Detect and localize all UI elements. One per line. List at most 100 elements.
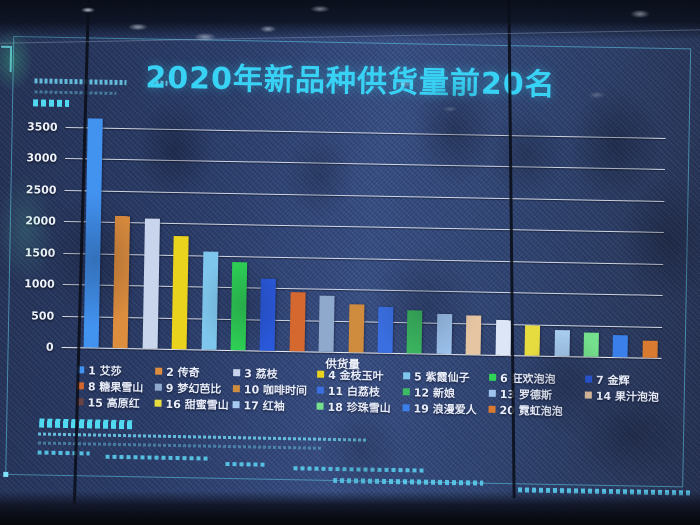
legend-marker-icon xyxy=(402,404,410,412)
legend-label: 20 霓虹泡泡 xyxy=(499,403,563,418)
bar-2-传奇[interactable] xyxy=(113,215,131,349)
legend-marker-icon xyxy=(488,389,496,397)
bar-9-梦幻芭比[interactable] xyxy=(318,295,335,352)
decor-dashes xyxy=(225,461,266,467)
bar-11-白荔枝[interactable] xyxy=(377,306,394,354)
legend-item-18[interactable]: 18 珍珠雪山 xyxy=(316,400,402,415)
legend-marker-icon xyxy=(488,405,496,413)
legend-label: 2 传奇 xyxy=(166,365,200,379)
legend-label: 9 梦幻芭比 xyxy=(165,381,222,396)
legend-label: 14 果汁泡泡 xyxy=(595,389,660,404)
legend-column: 6 狂欢泡泡 13 罗德斯 20 霓虹泡泡 xyxy=(488,371,585,418)
legend-item-12[interactable]: 12 新娘 xyxy=(402,385,489,400)
legend-item-19[interactable]: 19 浪漫爱人 xyxy=(402,401,488,416)
bar-series xyxy=(83,111,662,358)
legend-item-7[interactable]: 7 金辉 xyxy=(585,373,685,388)
legend-item-6[interactable]: 6 狂欢泡泡 xyxy=(489,371,585,386)
bar-20-霓虹泡泡[interactable] xyxy=(642,340,658,358)
legend-marker-icon xyxy=(155,367,163,375)
legend-marker-icon xyxy=(585,375,593,383)
bar-13-罗德斯[interactable] xyxy=(436,313,453,355)
legend-label: 17 红袖 xyxy=(243,398,285,413)
y-axis-tick-label: 1000 xyxy=(24,277,55,291)
legend-item-17[interactable]: 17 红袖 xyxy=(232,398,316,413)
bar-19-浪漫爱人[interactable] xyxy=(612,334,629,358)
legend-item-9[interactable]: 9 梦幻芭比 xyxy=(154,381,233,396)
legend-item-3[interactable]: 3 荔枝 xyxy=(233,366,317,381)
legend-item-2[interactable]: 2 传奇 xyxy=(155,365,233,379)
bar-6-狂欢泡泡[interactable] xyxy=(230,262,248,351)
legend-item-8[interactable]: 8 糖果雪山 xyxy=(76,379,155,394)
legend-column: 3 荔枝 10 咖啡时间 17 红袖 xyxy=(232,366,317,413)
y-axis-tick-label: 1500 xyxy=(24,245,56,260)
bar-16-甜蜜雪山[interactable] xyxy=(524,325,541,356)
legend-item-14[interactable]: 14 果汁泡泡 xyxy=(584,389,685,404)
bar-8-糖果雪山[interactable] xyxy=(289,291,306,352)
legend-marker-icon xyxy=(232,401,240,409)
bar-5-紫霞仙子[interactable] xyxy=(201,251,219,350)
legend-marker-icon xyxy=(402,388,410,396)
y-axis-tick-label: 500 xyxy=(31,308,55,323)
y-axis-tick-label: 2000 xyxy=(25,214,57,228)
legend-label: 6 狂欢泡泡 xyxy=(499,371,556,386)
legend-label: 4 金枝玉叶 xyxy=(328,368,384,383)
legend-label: 10 咖啡时间 xyxy=(243,382,308,397)
floor-band xyxy=(0,491,700,525)
legend-label: 19 浪漫爱人 xyxy=(413,401,477,417)
legend-column: 1 艾莎 8 糖果雪山 15 高原红 xyxy=(76,363,155,410)
legend-marker-icon xyxy=(154,383,162,391)
legend-marker-icon xyxy=(316,402,324,410)
legend-column: 7 金辉 14 果汁泡泡 xyxy=(584,373,685,420)
bar-3-荔枝[interactable] xyxy=(142,218,160,349)
legend-item-4[interactable]: 4 金枝玉叶 xyxy=(317,368,403,383)
legend-marker-icon xyxy=(232,385,240,393)
legend-label: 18 珍珠雪山 xyxy=(327,400,391,415)
legend-label: 13 罗德斯 xyxy=(499,387,553,402)
legend-item-20[interactable]: 20 霓虹泡泡 xyxy=(488,403,584,418)
legend-label: 15 高原红 xyxy=(87,395,140,410)
legend-item-15[interactable]: 15 高原红 xyxy=(76,395,154,410)
legend-marker-icon xyxy=(584,391,592,399)
y-axis-tick-label: 3500 xyxy=(26,119,58,134)
decor-dashes xyxy=(39,418,133,430)
legend-marker-icon xyxy=(317,370,325,378)
bar-4-金枝玉叶[interactable] xyxy=(171,235,189,350)
bar-17-红袖[interactable] xyxy=(554,329,570,357)
legend-item-1[interactable]: 1 艾莎 xyxy=(77,363,155,378)
y-axis-tick-label: 0 xyxy=(45,340,54,354)
legend-label: 1 艾莎 xyxy=(88,363,122,378)
legend-column: 2 传奇 9 梦幻芭比 16 甜蜜雪山 xyxy=(154,365,233,412)
legend-label: 16 甜蜜雪山 xyxy=(165,397,229,412)
bar-15-高原红[interactable] xyxy=(495,319,511,356)
y-axis: 0 500 1000 1500 2000 2500 3000 3500 xyxy=(16,110,62,354)
bar-chart: 0 500 1000 1500 2000 2500 3000 3500 xyxy=(24,111,666,359)
bar-7-金辉[interactable] xyxy=(260,278,277,351)
legend-label: 5 紫霞仙子 xyxy=(414,369,470,384)
legend-item-13[interactable]: 13 罗德斯 xyxy=(488,387,585,402)
legend-item-11[interactable]: 11 白荔枝 xyxy=(316,384,403,399)
decor-dashes xyxy=(33,99,70,108)
legend-column: 5 紫霞仙子 12 新娘 19 浪漫爱人 xyxy=(402,369,489,416)
legend-label: 7 金辉 xyxy=(595,373,630,387)
legend-marker-icon xyxy=(403,372,411,380)
legend-item-5[interactable]: 5 紫霞仙子 xyxy=(403,369,489,384)
legend-marker-icon xyxy=(233,369,241,377)
bar-1-艾莎[interactable] xyxy=(83,118,103,348)
legend-marker-icon xyxy=(489,373,497,381)
bar-18-珍珠雪山[interactable] xyxy=(583,332,599,357)
bar-10-咖啡时间[interactable] xyxy=(348,304,365,353)
bar-12-新娘[interactable] xyxy=(407,309,423,354)
legend-label: 8 糖果雪山 xyxy=(87,379,144,394)
y-axis-tick-label: 2500 xyxy=(25,182,57,197)
bar-14-果汁泡泡[interactable] xyxy=(465,315,482,355)
legend-marker-icon xyxy=(154,399,162,407)
legend-column: 4 金枝玉叶 11 白荔枝 18 珍珠雪山 xyxy=(316,368,403,415)
legend-label: 12 新娘 xyxy=(413,385,456,400)
legend-label: 11 白荔枝 xyxy=(327,384,381,399)
ceiling-band xyxy=(0,0,700,40)
legend-item-16[interactable]: 16 甜蜜雪山 xyxy=(154,397,232,412)
legend-item-10[interactable]: 10 咖啡时间 xyxy=(232,382,317,397)
legend-label: 3 荔枝 xyxy=(244,366,278,381)
